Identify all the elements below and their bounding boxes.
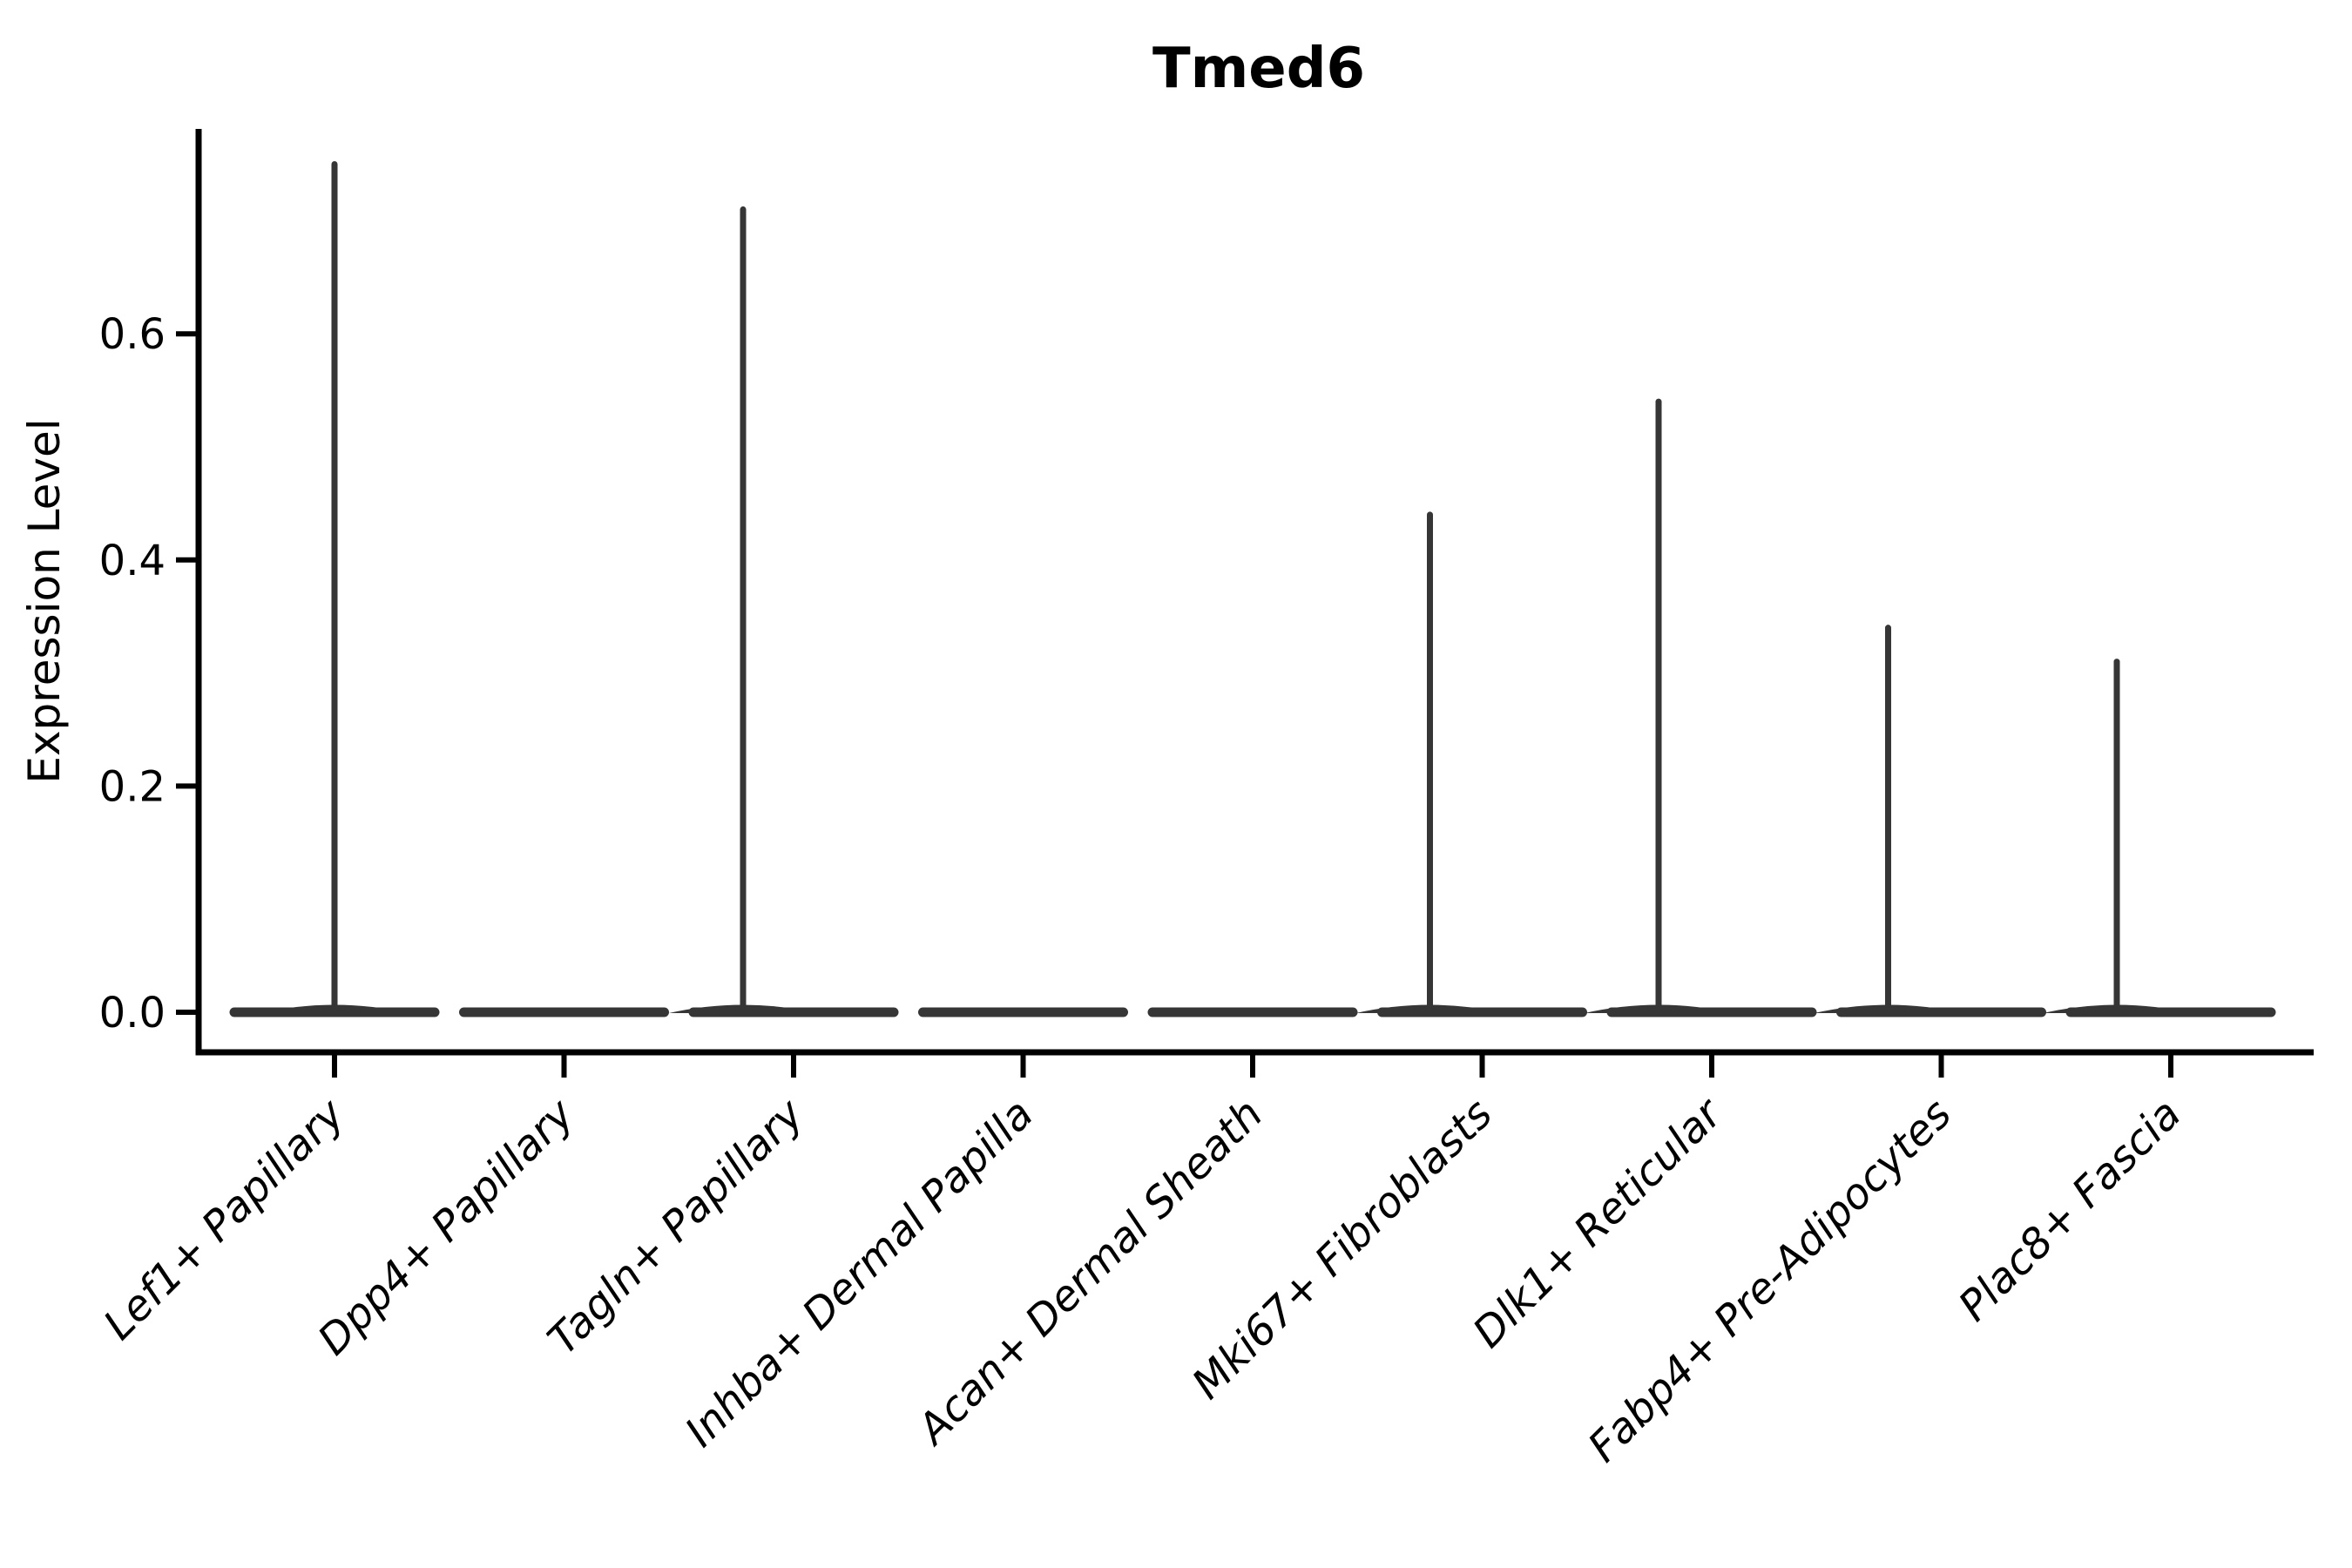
y-axis-label: Expression Level [19,418,70,783]
x-tick-label: Dlk1+ Reticular [1463,1088,1734,1358]
x-ticks-group [332,1055,2173,1078]
y-ticks-group [176,331,199,1015]
y-tick-label: 0.2 [99,762,166,811]
x-tick-label: Plac8+ Fascia [1950,1090,2191,1331]
y-tick-labels-group: 0.0 0.2 0.4 0.6 [99,310,166,1037]
y-tick-label: 0.4 [99,537,166,585]
x-tick-label: Lef1+ Papillary [94,1089,355,1349]
plot-title: Tmed6 [1152,37,1365,101]
x-tick-label: Tagln+ Papillary [538,1089,814,1364]
violins-group [229,161,2276,1017]
y-tick-label: 0.6 [99,310,166,359]
x-tick-label: Fabp4+ Pre-Adipocytes [1578,1090,1961,1472]
x-tick-label: Dpp4+ Papillary [308,1089,584,1364]
y-tick-label: 0.0 [99,989,166,1037]
